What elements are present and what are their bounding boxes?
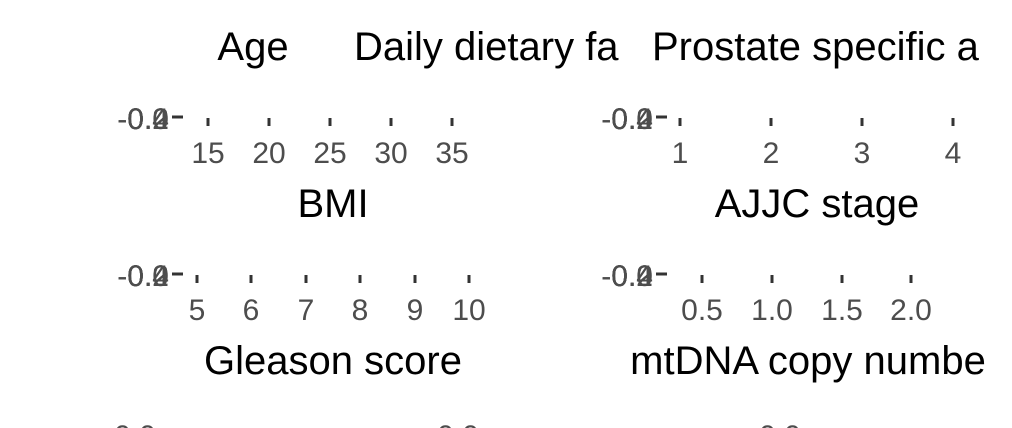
- x-tick-label: 1.0: [751, 294, 793, 327]
- x-tick-label: 8: [352, 294, 369, 327]
- x-tick-label: 30: [374, 137, 407, 170]
- y-tick-label: 0.0: [611, 103, 653, 136]
- x-tick-label: 2: [763, 137, 780, 170]
- y-tick-label: 0.0: [127, 260, 169, 293]
- y-tick-label: -0.2: [601, 260, 653, 293]
- y-tick-label: -0.4: [601, 260, 653, 293]
- y-tick-label: 0.4: [127, 260, 169, 293]
- x-tick-label: 6: [243, 294, 260, 327]
- y-tick-label: 0.0: [759, 420, 801, 428]
- y-tick-label: 0.4: [611, 103, 653, 136]
- x-tick-label: 4: [945, 137, 962, 170]
- x-tick-label: 3: [854, 137, 871, 170]
- x-tick-label: 25: [313, 137, 346, 170]
- y-tick-label: -0.2: [601, 103, 653, 136]
- x-tick-label: 15: [191, 137, 224, 170]
- y-tick-label: -0.2: [117, 260, 169, 293]
- y-tick-label: 0.0: [611, 260, 653, 293]
- x-tick-label: 20: [252, 137, 285, 170]
- y-tick-label: 0.0: [437, 420, 479, 428]
- x-tick-label: 1.5: [821, 294, 863, 327]
- axis-title: BMI: [297, 182, 368, 226]
- y-tick-label: 0.2: [611, 103, 653, 136]
- axis-title: Prostate specific a: [652, 25, 980, 69]
- axis-title: mtDNA copy numbe: [630, 339, 986, 383]
- y-tick-label: 0.0: [114, 420, 156, 428]
- x-tick-label: 5: [189, 294, 206, 327]
- y-tick-label: 0.2: [127, 260, 169, 293]
- y-tick-label: 0.4: [127, 103, 169, 136]
- y-tick-label: -0.4: [117, 103, 169, 136]
- axis-title: Daily dietary fa: [354, 25, 619, 69]
- x-tick-label: 35: [435, 137, 468, 170]
- x-tick-label: 1: [672, 137, 689, 170]
- x-tick-label: 10: [452, 294, 485, 327]
- y-tick-label: 0.2: [611, 260, 653, 293]
- y-tick-label: 0.2: [127, 103, 169, 136]
- x-tick-label: 9: [407, 294, 424, 327]
- y-tick-label: 0.4: [611, 260, 653, 293]
- y-tick-label: 0.0: [127, 103, 169, 136]
- y-tick-label: -0.4: [601, 103, 653, 136]
- x-tick-label: 2.0: [890, 294, 932, 327]
- axis-title: Gleason score: [204, 339, 462, 383]
- y-tick-label: -0.2: [117, 103, 169, 136]
- axis-title: AJJC stage: [715, 182, 920, 226]
- y-tick-label: -0.4: [117, 260, 169, 293]
- x-tick-label: 0.5: [681, 294, 723, 327]
- x-tick-label: 7: [298, 294, 315, 327]
- axis-title: Age: [217, 25, 288, 69]
